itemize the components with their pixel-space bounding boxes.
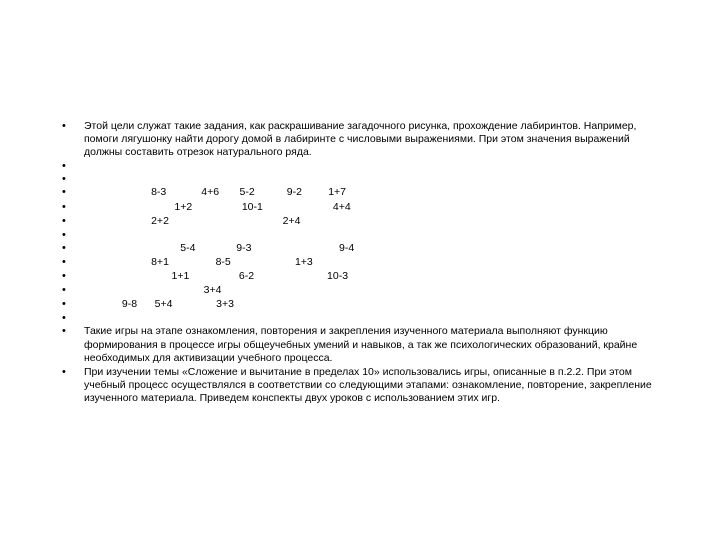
empty-bullet (52, 160, 660, 172)
paragraph-intro: Этой цели служат такие задания, как раск… (52, 120, 660, 159)
math-row: 8+1 8-5 1+3 (52, 256, 660, 269)
document-page: Этой цели служат такие задания, как раск… (0, 0, 720, 405)
math-row: 9-8 5+4 3+3 (52, 298, 660, 311)
empty-bullet (52, 312, 660, 324)
math-row: 1+1 6-2 10-3 (52, 270, 660, 283)
math-row: 5-4 9-3 9-4 (52, 242, 660, 255)
math-row: 3+4 (52, 284, 660, 297)
math-row: 1+2 10-1 4+4 (52, 201, 660, 214)
empty-bullet (52, 173, 660, 185)
paragraph-function: Такие игры на этапе ознакомления, повтор… (52, 325, 660, 364)
bullet-list: Этой цели служат такие задания, как раск… (52, 120, 660, 405)
math-row: 2+2 2+4 (52, 215, 660, 228)
math-row: 8-3 4+6 5-2 9-2 1+7 (52, 186, 660, 199)
paragraph-theme: При изучении темы «Сложение и вычитание … (52, 366, 660, 405)
empty-bullet (52, 229, 660, 241)
